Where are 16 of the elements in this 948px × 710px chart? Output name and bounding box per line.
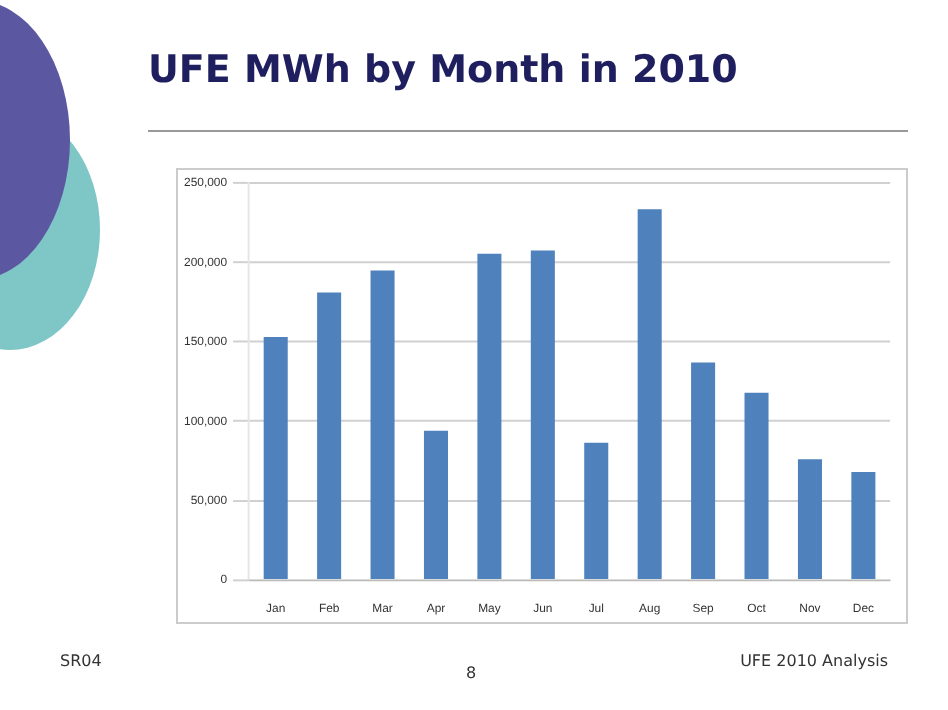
bar bbox=[263, 337, 288, 579]
bar bbox=[744, 392, 769, 579]
text: 8 bbox=[466, 664, 477, 682]
text: SR04 bbox=[60, 652, 102, 670]
bar bbox=[797, 459, 822, 579]
bar bbox=[370, 270, 395, 579]
bar bbox=[637, 209, 662, 579]
chart-title: UFE MWh by Month in 2010 bbox=[148, 48, 738, 92]
bar bbox=[851, 472, 876, 579]
bar bbox=[530, 250, 555, 579]
bar bbox=[477, 253, 502, 579]
bar bbox=[691, 362, 716, 579]
text: UFE 2010 Analysis bbox=[740, 652, 888, 670]
bar bbox=[423, 430, 448, 579]
bar bbox=[584, 442, 609, 579]
bar bbox=[317, 292, 342, 579]
